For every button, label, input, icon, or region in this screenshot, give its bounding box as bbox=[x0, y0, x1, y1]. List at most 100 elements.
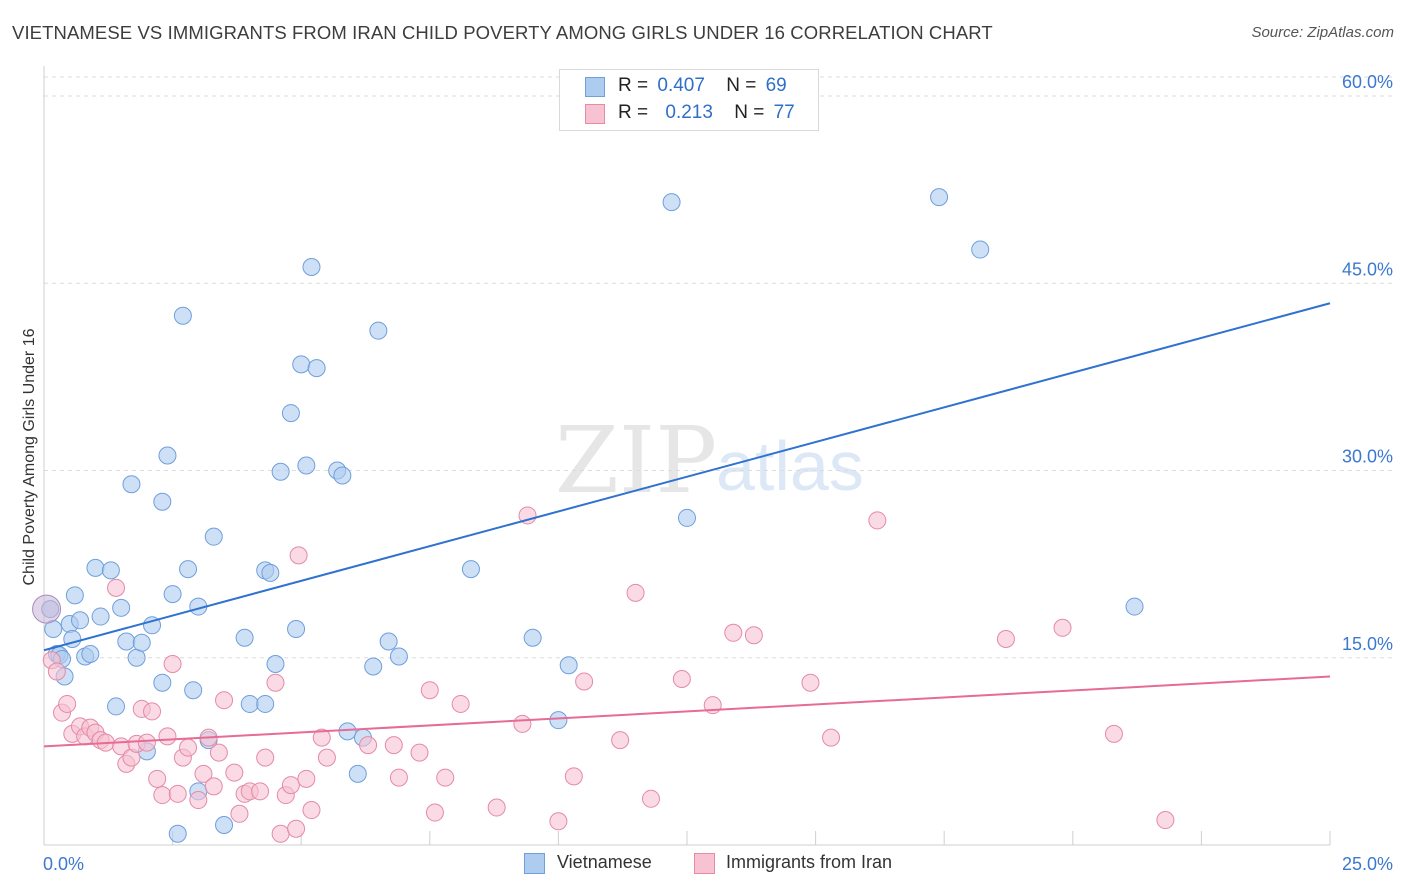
data-point-iran bbox=[801, 673, 820, 692]
legend-n-label: N = bbox=[726, 75, 757, 96]
data-point-iran bbox=[251, 782, 270, 801]
data-point-iran bbox=[281, 776, 300, 795]
data-point-vietnamese bbox=[132, 633, 151, 652]
data-point-iran bbox=[420, 681, 439, 700]
data-point-iran bbox=[266, 673, 285, 692]
data-point-iran bbox=[163, 654, 182, 673]
legend-r-value: 0.407 bbox=[657, 75, 705, 96]
tick-labels: 15.0% 30.0% 45.0% 60.0% 0.0% 25.0% bbox=[43, 72, 1393, 874]
data-point-vietnamese bbox=[266, 654, 285, 673]
data-point-vietnamese bbox=[678, 508, 696, 527]
data-point-vietnamese bbox=[117, 632, 136, 651]
data-point-vietnamese bbox=[81, 645, 100, 664]
data-point-vietnamese bbox=[297, 456, 316, 475]
data-point-vietnamese bbox=[1125, 597, 1144, 616]
data-point-vietnamese bbox=[101, 561, 120, 580]
data-point-iran bbox=[297, 769, 316, 788]
data-point-vietnamese bbox=[348, 764, 367, 783]
watermark-zip: ZIP bbox=[555, 407, 717, 514]
data-point-vietnamese bbox=[179, 560, 198, 579]
bottom-legend-swatch-vietnamese bbox=[524, 853, 545, 874]
data-point-vietnamese bbox=[338, 722, 357, 741]
trend-line-vietnamese bbox=[43, 302, 1331, 652]
data-point-vietnamese bbox=[389, 647, 408, 666]
data-point-iran bbox=[487, 798, 506, 817]
y-tick-label: 15.0% bbox=[1342, 634, 1393, 654]
data-point-overlap bbox=[32, 594, 62, 624]
data-point-iran bbox=[179, 738, 198, 757]
legend-r-label: R = bbox=[618, 102, 649, 123]
data-point-iran bbox=[271, 824, 290, 843]
data-point-vietnamese bbox=[549, 711, 568, 730]
data-point-iran bbox=[215, 691, 234, 710]
data-point-vietnamese bbox=[523, 628, 542, 647]
data-point-vietnamese bbox=[65, 586, 84, 605]
trend-lines bbox=[43, 302, 1331, 748]
data-point-iran bbox=[143, 702, 162, 721]
data-point-iran bbox=[137, 733, 156, 752]
data-point-vietnamese bbox=[122, 475, 141, 494]
data-point-vietnamese bbox=[307, 359, 326, 378]
bottom-legend-label-vietnamese: Vietnamese bbox=[557, 852, 652, 872]
data-point-iran bbox=[1156, 811, 1175, 830]
data-point-vietnamese bbox=[153, 492, 172, 511]
data-point-vietnamese bbox=[143, 616, 162, 635]
data-point-vietnamese bbox=[168, 824, 187, 843]
data-point-vietnamese bbox=[271, 462, 290, 481]
data-point-iran bbox=[436, 768, 455, 787]
data-point-iran bbox=[148, 769, 167, 788]
y-tick-label: 60.0% bbox=[1342, 72, 1393, 92]
data-point-vietnamese bbox=[287, 620, 306, 639]
data-point-iran bbox=[107, 578, 126, 597]
data-point-iran bbox=[230, 804, 249, 823]
data-point-vietnamese bbox=[256, 694, 275, 713]
data-point-iran bbox=[724, 623, 743, 642]
data-point-iran bbox=[204, 777, 223, 796]
data-point-vietnamese bbox=[302, 258, 321, 277]
data-point-vietnamese bbox=[364, 657, 383, 676]
data-point-iran bbox=[47, 662, 66, 681]
data-point-vietnamese bbox=[379, 632, 398, 651]
data-point-iran bbox=[425, 803, 444, 822]
data-point-iran bbox=[1053, 618, 1072, 637]
data-point-vietnamese bbox=[173, 306, 192, 325]
data-point-iran bbox=[58, 694, 77, 713]
legend-n-label: N = bbox=[734, 102, 765, 123]
data-point-vietnamese bbox=[261, 563, 280, 582]
data-point-iran bbox=[868, 511, 887, 530]
data-point-iran bbox=[256, 748, 275, 767]
data-point-vietnamese bbox=[112, 598, 131, 617]
data-point-iran bbox=[626, 583, 645, 602]
data-point-iran bbox=[822, 728, 841, 747]
data-point-vietnamese bbox=[559, 656, 578, 675]
y-tick-label: 30.0% bbox=[1342, 447, 1393, 467]
chart-source: Source: ZipAtlas.com bbox=[1251, 24, 1394, 41]
data-point-iran bbox=[451, 694, 470, 713]
trend-line-iran bbox=[43, 675, 1331, 748]
chart-title: VIETNAMESE VS IMMIGRANTS FROM IRAN CHILD… bbox=[12, 22, 993, 43]
data-point-vietnamese bbox=[204, 527, 223, 546]
data-point-vietnamese bbox=[91, 607, 110, 626]
data-point-iran bbox=[611, 731, 630, 750]
data-point-iran bbox=[564, 767, 583, 786]
data-point-iran bbox=[359, 736, 378, 755]
data-point-iran bbox=[518, 506, 537, 525]
legend-n-value: 69 bbox=[765, 75, 787, 96]
legend: R = 0.407 N = 69 R = 0.213 N = 77 bbox=[559, 69, 819, 131]
bottom-legend-swatch-iran bbox=[694, 853, 715, 874]
data-point-vietnamese bbox=[971, 240, 990, 259]
y-tick-label: 45.0% bbox=[1342, 259, 1393, 279]
data-point-iran bbox=[317, 748, 336, 767]
data-point-iran bbox=[158, 727, 177, 746]
legend-n-value: 77 bbox=[773, 102, 795, 123]
x-tick-label: 0.0% bbox=[43, 854, 84, 874]
data-point-vietnamese bbox=[107, 697, 126, 716]
legend-swatch-vietnamese bbox=[585, 77, 605, 97]
data-point-iran bbox=[289, 546, 308, 565]
data-point-vietnamese bbox=[153, 673, 172, 692]
data-point-vietnamese bbox=[930, 188, 949, 207]
data-point-iran bbox=[389, 768, 408, 787]
data-points bbox=[32, 188, 1175, 843]
bottom-legend-label-iran: Immigrants from Iran bbox=[726, 852, 893, 872]
